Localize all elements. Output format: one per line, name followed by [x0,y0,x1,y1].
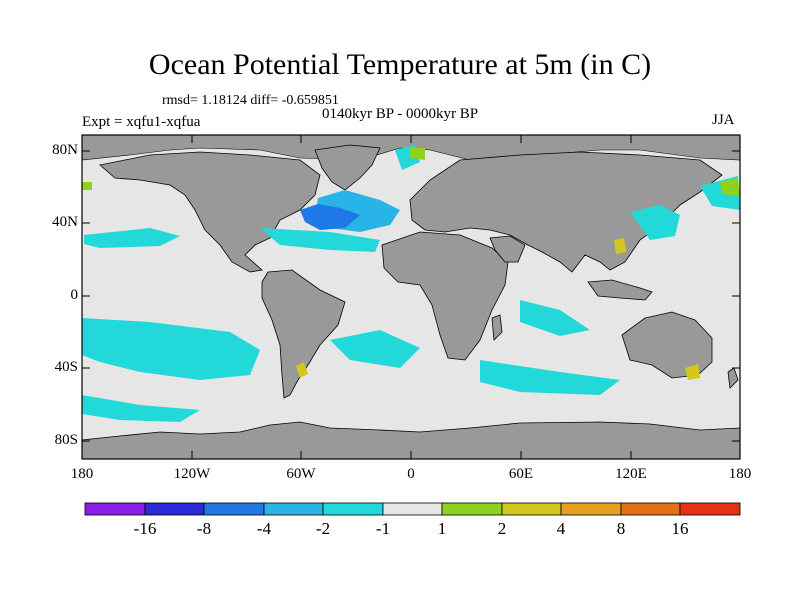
colorbar-swatch-4 [322,502,384,516]
colorbar-label: 8 [616,519,626,538]
anomaly-patches [82,145,740,422]
colorbar-label: -4 [256,519,272,538]
lon-label: 0 [407,466,415,482]
colorbar-label: -16 [133,519,157,538]
lon-label: 120E [615,466,647,482]
land-maritime-continent [587,279,653,301]
land-madagascar [491,314,503,341]
colorbar-label: 4 [556,519,566,538]
land-eurasia [409,151,723,273]
land-north-america [99,151,321,273]
land-africa [381,231,509,361]
lat-label: 40N [52,214,78,230]
colorbar-label: 16 [671,519,689,538]
lat-label: 80S [54,432,78,448]
colorbar-swatch-7 [501,502,562,516]
lon-label: 120W [173,466,211,482]
colorbar-label: 1 [437,519,447,538]
colorbar-label: -2 [315,519,331,538]
lon-label: 60W [286,466,316,482]
lon-label: 60E [508,466,534,482]
lat-label: 80N [52,142,78,158]
colorbar-label: -8 [196,519,212,538]
land-new-zealand [727,367,739,389]
lat-label: 40S [54,359,78,375]
colorbar-swatch-3 [263,502,324,516]
colorbar-swatch-8 [560,502,622,516]
colorbar-swatch-10 [679,502,741,516]
colorbar-swatch-2 [203,502,265,516]
experiment-label: Expt = xqfu1-xqfua [82,114,201,130]
land-australia [621,311,713,379]
lat-tick-marks [82,150,740,442]
lon-label: 180 [70,466,94,482]
season-label: JJA [712,112,735,128]
map-title: Ocean Potential Temperature at 5m (in C) [148,48,652,81]
colorbar-swatch-5 [382,502,443,516]
colorbar-swatch-0 [84,502,146,516]
land-south-america [261,269,346,399]
stats-text: rmsd= 1.18124 diff= -0.659851 [162,93,339,108]
colorbar-swatch-6 [441,502,503,516]
colorbar-label: -1 [375,519,391,538]
land-greenland [314,144,381,191]
colorbar-label: 2 [497,519,507,538]
colorbar [84,502,741,516]
colorbar-swatch-1 [144,502,205,516]
colorbar-swatch-9 [620,502,681,516]
lon-tick-marks [81,135,741,459]
period-label: 0140kyr BP - 0000kyr BP [322,106,479,122]
land-arabia [489,235,526,263]
lon-label: 180 [728,466,752,482]
lat-label: 0 [70,287,79,303]
